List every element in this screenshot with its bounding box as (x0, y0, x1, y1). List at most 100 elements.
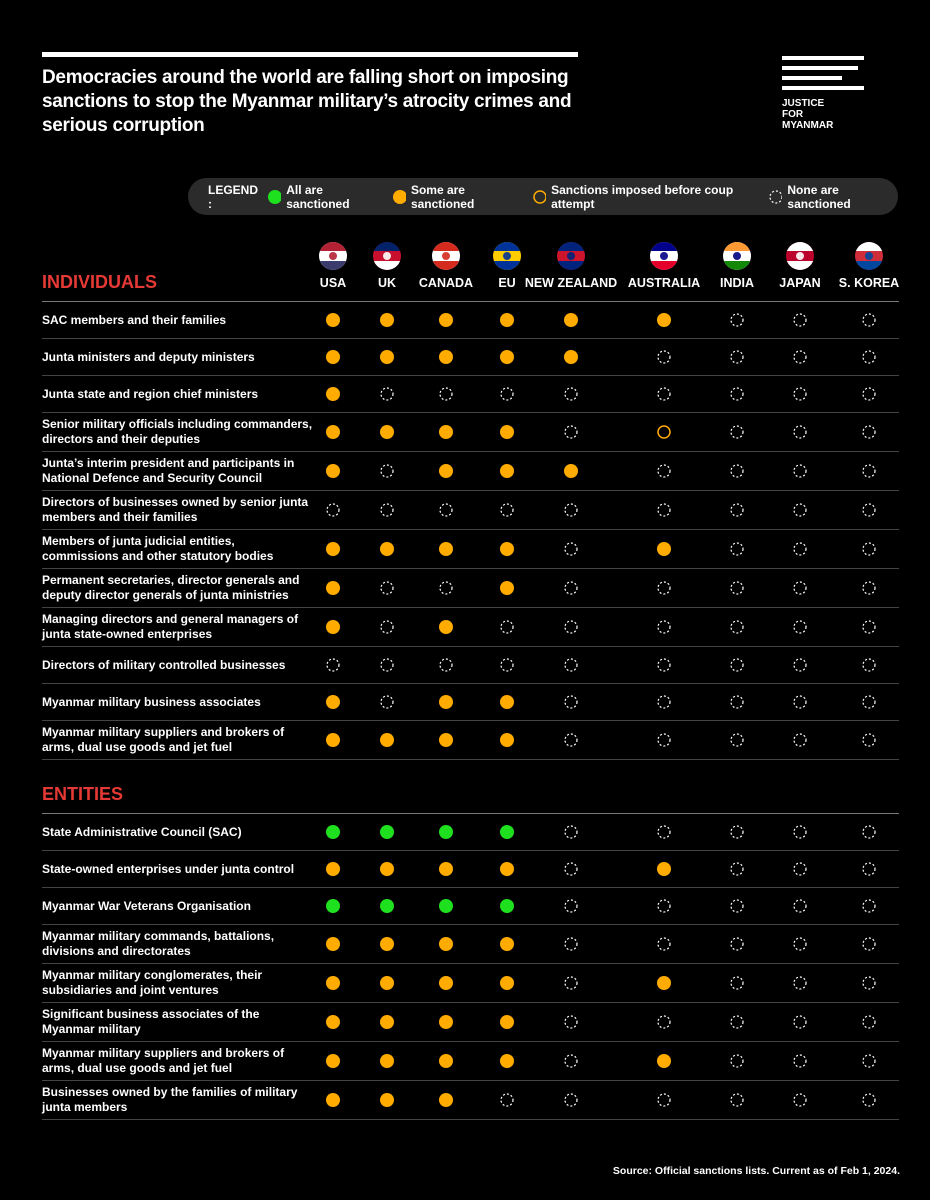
status-dot (380, 503, 394, 517)
status-dot (862, 825, 876, 839)
table-row: State Administrative Council (SAC) (42, 814, 899, 851)
country-name: UK (377, 276, 397, 290)
legend-label: All are sanctioned (286, 182, 350, 211)
source: Source: Official sanctions lists. Curren… (612, 1165, 900, 1177)
status-dot (326, 503, 340, 517)
status-dot (730, 350, 744, 364)
status-dot (500, 620, 514, 634)
status-dot (657, 464, 671, 478)
table-row: Junta’s interim president and participan… (42, 452, 899, 491)
status-dot (657, 503, 671, 517)
logo-bar (782, 76, 842, 80)
status-dot (793, 937, 807, 951)
status-dot (564, 464, 578, 478)
status-dot (439, 976, 453, 990)
status-dot (730, 1054, 744, 1068)
status-dot (564, 899, 578, 913)
status-dot (500, 503, 514, 517)
status-dot (657, 695, 671, 709)
status-dot (268, 189, 282, 204)
row-label: Junta’s interim president and participan… (42, 456, 295, 485)
status-dot (439, 620, 453, 634)
country-name: AUSTRALIA (627, 276, 701, 290)
status-dot (439, 937, 453, 951)
status-dot (657, 1015, 671, 1029)
row-label: Permanent secretaries, director generals… (42, 573, 300, 602)
status-dot (500, 899, 514, 913)
status-dot (380, 1015, 394, 1029)
row-label: Businesses owned by the families of mili… (42, 1085, 298, 1114)
status-dot (439, 387, 453, 401)
status-dot (730, 1093, 744, 1107)
status-dot (439, 503, 453, 517)
status-dot (793, 733, 807, 747)
logo-bar (782, 86, 864, 90)
status-dot (657, 542, 671, 556)
status-dot (862, 733, 876, 747)
table-row: Myanmar military suppliers and brokers o… (42, 721, 899, 760)
table-row: Directors of military controlled busines… (42, 647, 899, 684)
status-dot (862, 937, 876, 951)
status-dot (730, 658, 744, 672)
status-dot (793, 313, 807, 327)
flag (493, 242, 521, 270)
status-dot (862, 695, 876, 709)
status-dot (326, 542, 340, 556)
status-dot (380, 862, 394, 876)
status-dot (380, 1093, 394, 1107)
status-dot (862, 658, 876, 672)
status-dot (326, 313, 340, 327)
status-dot (730, 425, 744, 439)
row-label: State-owned enterprises under junta cont… (42, 861, 295, 876)
country-header: UK (337, 242, 437, 290)
status-dot (862, 387, 876, 401)
row-label: Myanmar military suppliers and brokers o… (42, 725, 285, 754)
status-dot (793, 387, 807, 401)
status-dot (730, 937, 744, 951)
logo-line: FOR (782, 109, 804, 120)
spacer (0, 760, 930, 782)
status-dot (500, 313, 514, 327)
status-dot (500, 425, 514, 439)
status-dot (564, 387, 578, 401)
section-title: ENTITIES (42, 782, 899, 814)
status-dot (500, 825, 514, 839)
status-dot (326, 1015, 340, 1029)
status-dot (500, 1093, 514, 1107)
status-dot (392, 189, 406, 204)
status-dot (439, 825, 453, 839)
flag (855, 242, 883, 270)
status-dot (657, 937, 671, 951)
status-dot (500, 350, 514, 364)
status-dot (326, 862, 340, 876)
title: Democracies around the world are falling… (42, 67, 572, 136)
status-dot (380, 825, 394, 839)
table-row: Members of junta judicial entities, comm… (42, 530, 899, 569)
flag (650, 242, 678, 270)
table-row: Senior military officials including comm… (42, 413, 899, 452)
logo-line: MYANMAR (782, 120, 834, 131)
status-dot (564, 503, 578, 517)
row-label: Senior military officials including comm… (42, 417, 313, 446)
status-dot (564, 620, 578, 634)
status-dot (862, 1093, 876, 1107)
status-dot (380, 313, 394, 327)
status-dot (657, 387, 671, 401)
country-header: CANADA (396, 242, 496, 290)
row-label: Directors of military controlled busines… (42, 657, 286, 672)
status-dot (326, 1054, 340, 1068)
status-dot (657, 313, 671, 327)
status-dot (500, 464, 514, 478)
status-dot (862, 1054, 876, 1068)
legend-item: All are sanctioned (267, 183, 378, 211)
status-dot (326, 733, 340, 747)
status-dot (380, 542, 394, 556)
status-dot (439, 899, 453, 913)
status-dot (326, 825, 340, 839)
status-dot (500, 937, 514, 951)
country-header: NEW ZEALAND (521, 242, 621, 290)
country-header: S. KOREA (819, 242, 919, 290)
status-dot (793, 899, 807, 913)
status-dot (380, 658, 394, 672)
status-dot (533, 189, 547, 204)
